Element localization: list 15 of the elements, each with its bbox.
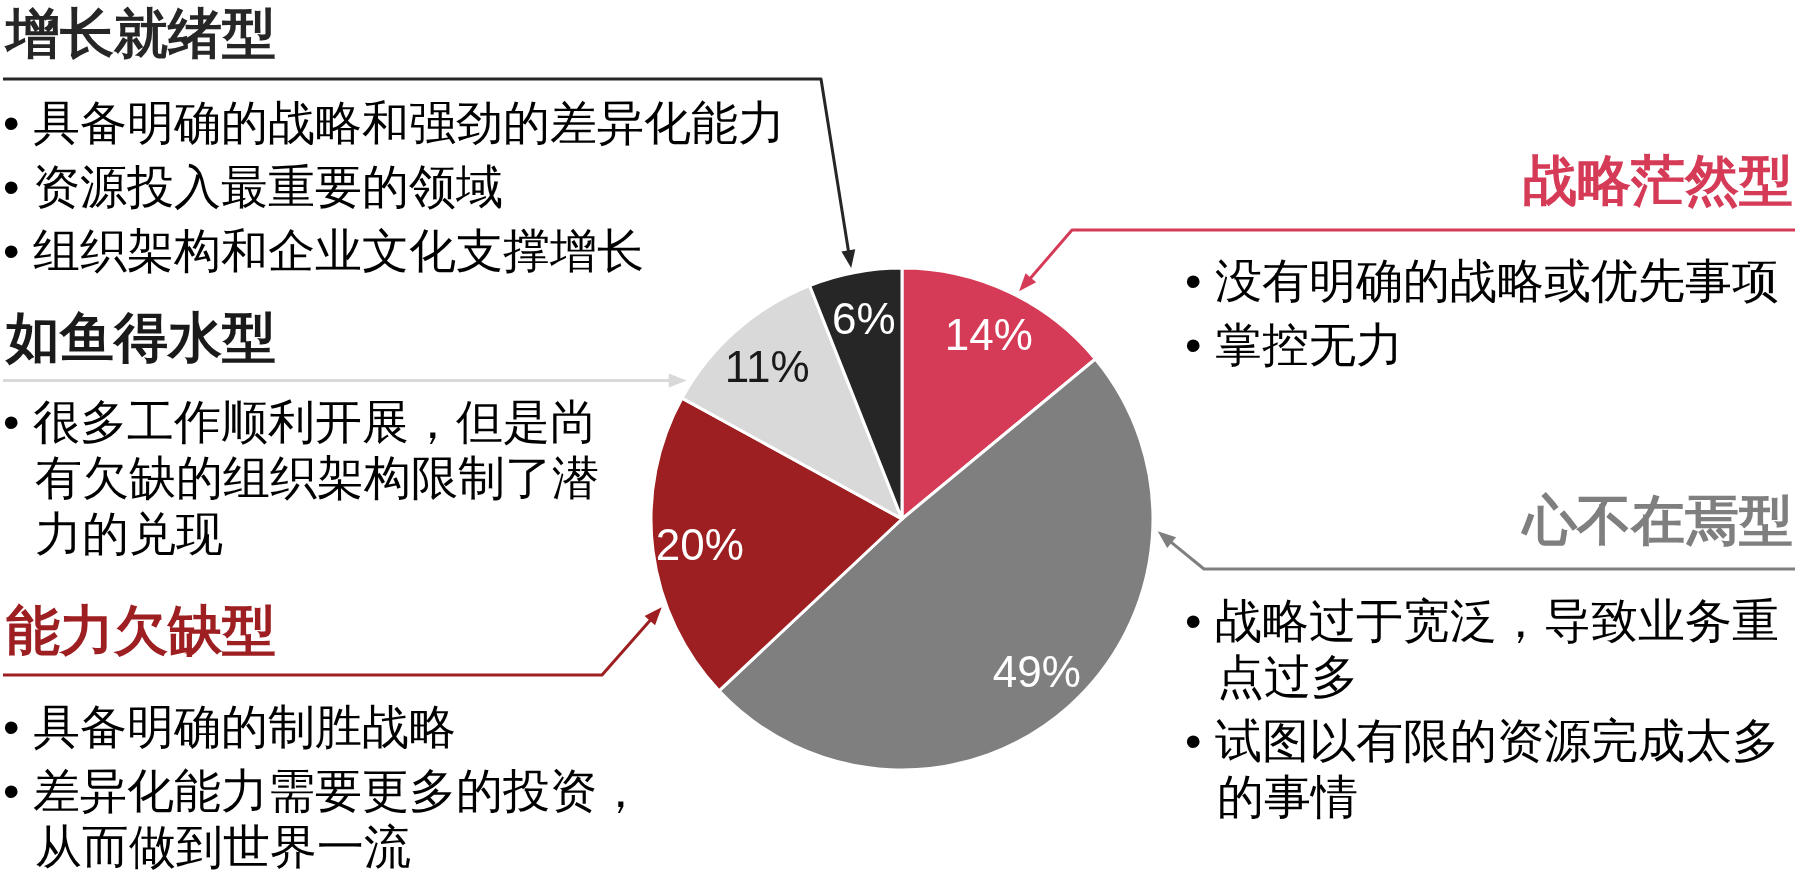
text: • 战略过于宽泛，导致业务重点过多 • 试图以有限的资源完成太多的事情 — [1185, 593, 1780, 825]
text: • 具备明确的制胜战略 • 差异化能力需要更多的投资，从而做到世界一流 — [3, 699, 645, 875]
slice-label: 心不在焉型 — [1523, 490, 1793, 550]
data-label: 20% — [655, 520, 744, 570]
slice-label: 如鱼得水型 — [6, 307, 276, 367]
data-label: 11% — [724, 341, 810, 391]
text: • 很多工作顺利开展，但是尚有欠缺的组织架构限制了潜力的兑现 — [3, 394, 600, 562]
data-label: 49% — [992, 647, 1081, 697]
text: • 没有明确的战略或优先事项 • 掌控无力 — [1185, 253, 1780, 373]
data-label: 6% — [832, 294, 896, 344]
slice-label: 能力欠缺型 — [6, 600, 276, 660]
slice-label: 战略茫然型 — [1523, 150, 1793, 210]
text: • 具备明确的战略和强劲的差异化能力 • 资源投入最重要的领域 • 组织架构和企业文化支撑增长 — [3, 95, 786, 279]
data-label: 14% — [944, 310, 1033, 360]
slice-label: 增长就绪型 — [6, 3, 276, 63]
